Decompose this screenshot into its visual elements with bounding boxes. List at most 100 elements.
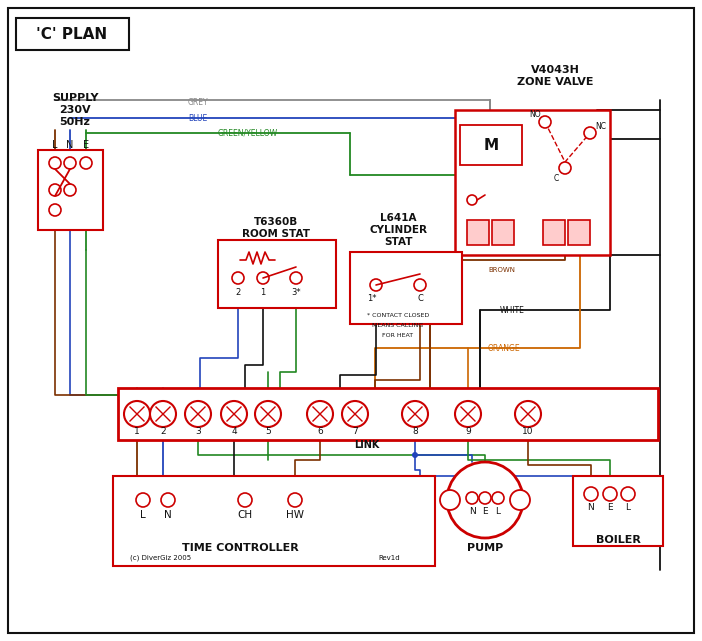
Text: STAT: STAT xyxy=(384,237,412,247)
Circle shape xyxy=(603,487,617,501)
Circle shape xyxy=(539,116,551,128)
Circle shape xyxy=(49,204,61,216)
Text: 2: 2 xyxy=(160,426,166,435)
Bar xyxy=(460,125,522,165)
Bar xyxy=(113,476,435,566)
Bar xyxy=(467,220,489,245)
Circle shape xyxy=(515,401,541,427)
Text: L: L xyxy=(496,508,501,517)
Text: WHITE: WHITE xyxy=(500,306,525,315)
Text: N: N xyxy=(164,510,172,520)
Bar xyxy=(573,476,663,546)
Circle shape xyxy=(221,401,247,427)
Bar xyxy=(568,220,590,245)
Circle shape xyxy=(49,157,61,169)
Circle shape xyxy=(402,401,428,427)
Circle shape xyxy=(467,195,477,205)
Text: 9: 9 xyxy=(465,426,471,435)
Circle shape xyxy=(412,452,418,458)
Text: L: L xyxy=(52,140,58,150)
Bar xyxy=(543,220,565,245)
Text: E: E xyxy=(482,508,488,517)
Circle shape xyxy=(64,157,76,169)
Bar xyxy=(492,220,514,245)
Circle shape xyxy=(64,184,76,196)
Text: L641A: L641A xyxy=(380,213,416,223)
Text: CH: CH xyxy=(237,510,253,520)
Text: 7: 7 xyxy=(352,426,358,435)
Text: 230V: 230V xyxy=(59,105,91,115)
Text: BOILER: BOILER xyxy=(595,535,640,545)
Text: 6: 6 xyxy=(317,426,323,435)
Circle shape xyxy=(342,401,368,427)
Circle shape xyxy=(288,493,302,507)
Circle shape xyxy=(150,401,176,427)
Text: 3: 3 xyxy=(195,426,201,435)
Text: 3*: 3* xyxy=(291,288,301,297)
Text: V4043H: V4043H xyxy=(531,65,579,75)
Text: 1: 1 xyxy=(260,288,265,297)
Circle shape xyxy=(621,487,635,501)
Text: GREY: GREY xyxy=(188,97,208,106)
Text: LINK: LINK xyxy=(355,440,380,450)
Text: PUMP: PUMP xyxy=(467,543,503,553)
Text: BLUE: BLUE xyxy=(188,113,207,122)
Text: 8: 8 xyxy=(412,426,418,435)
Text: TIME CONTROLLER: TIME CONTROLLER xyxy=(182,543,298,553)
Text: GREEN/YELLOW: GREEN/YELLOW xyxy=(218,128,278,138)
Circle shape xyxy=(238,493,252,507)
Circle shape xyxy=(80,157,92,169)
Text: MEANS CALLING: MEANS CALLING xyxy=(372,322,423,328)
Text: NO: NO xyxy=(529,110,541,119)
Text: N: N xyxy=(588,503,595,512)
Bar xyxy=(118,388,658,440)
Circle shape xyxy=(257,272,269,284)
Text: 'C' PLAN: 'C' PLAN xyxy=(37,26,107,42)
Text: T6360B: T6360B xyxy=(254,217,298,227)
Text: (c) DiverGiz 2005: (c) DiverGiz 2005 xyxy=(130,554,191,562)
Circle shape xyxy=(584,487,598,501)
Text: CYLINDER: CYLINDER xyxy=(369,225,427,235)
Text: 4: 4 xyxy=(231,426,237,435)
Text: SUPPLY: SUPPLY xyxy=(52,93,98,103)
Text: N: N xyxy=(469,508,475,517)
Bar xyxy=(455,110,610,255)
Circle shape xyxy=(49,184,61,196)
Text: 1*: 1* xyxy=(367,294,377,303)
Text: N: N xyxy=(66,140,74,150)
Circle shape xyxy=(370,279,382,291)
Circle shape xyxy=(440,490,460,510)
Text: ORANGE: ORANGE xyxy=(488,344,521,353)
Bar xyxy=(350,252,462,324)
Circle shape xyxy=(466,492,478,504)
Bar xyxy=(218,240,336,308)
Text: 10: 10 xyxy=(522,426,534,435)
Text: NC: NC xyxy=(595,122,607,131)
Text: ZONE VALVE: ZONE VALVE xyxy=(517,77,593,87)
Text: 2: 2 xyxy=(235,288,241,297)
Circle shape xyxy=(161,493,175,507)
Circle shape xyxy=(584,127,596,139)
Circle shape xyxy=(414,279,426,291)
Circle shape xyxy=(255,401,281,427)
Bar xyxy=(16,18,129,50)
Bar xyxy=(38,150,103,230)
Circle shape xyxy=(447,462,523,538)
Text: C: C xyxy=(417,294,423,303)
Circle shape xyxy=(307,401,333,427)
Text: M: M xyxy=(484,138,498,153)
Text: FOR HEAT: FOR HEAT xyxy=(383,333,413,338)
Text: Rev1d: Rev1d xyxy=(378,555,400,561)
Circle shape xyxy=(232,272,244,284)
Circle shape xyxy=(455,401,481,427)
Text: L: L xyxy=(140,510,146,520)
Text: E: E xyxy=(607,503,613,512)
Circle shape xyxy=(479,492,491,504)
Circle shape xyxy=(136,493,150,507)
Text: 50Hz: 50Hz xyxy=(60,117,91,127)
Circle shape xyxy=(185,401,211,427)
Text: C: C xyxy=(553,174,559,183)
Circle shape xyxy=(559,162,571,174)
Text: 1: 1 xyxy=(134,426,140,435)
Text: 5: 5 xyxy=(265,426,271,435)
